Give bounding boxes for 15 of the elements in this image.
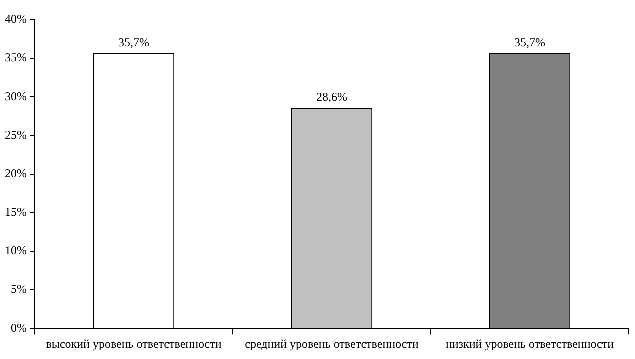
x-tick-label: низкий уровень ответственности — [446, 336, 615, 351]
x-tick-label: высокий уровень ответственности — [46, 336, 222, 351]
y-tick-label: 20% — [4, 166, 27, 180]
y-tick-label: 25% — [4, 128, 27, 142]
y-tick-label: 10% — [4, 244, 27, 258]
y-tick-label: 0% — [10, 320, 27, 335]
y-tick-label: 5% — [10, 282, 27, 296]
x-tick-label: средний уровень ответственности — [245, 336, 420, 351]
y-tick-label: 40% — [4, 12, 27, 26]
data-label: 28,6% — [316, 90, 348, 104]
data-label: 35,7% — [118, 35, 150, 50]
y-tick-label: 35% — [4, 50, 27, 65]
y-tick-label: 30% — [4, 89, 27, 104]
data-label: 35,7% — [514, 35, 546, 50]
y-tick-label: 15% — [4, 205, 27, 220]
